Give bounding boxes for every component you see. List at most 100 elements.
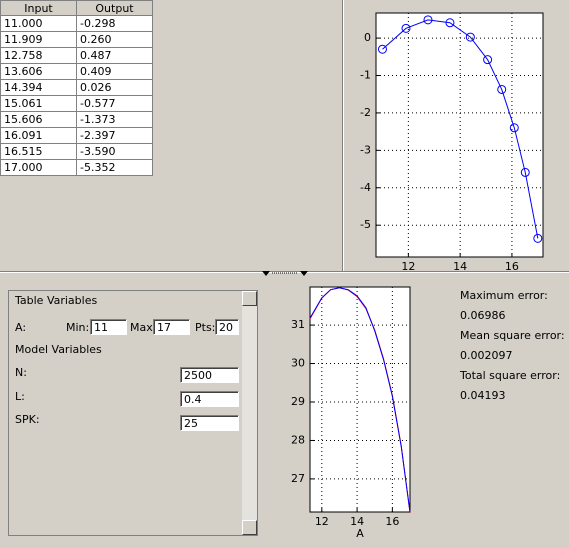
section-title: Model Variables: [15, 343, 102, 356]
x-tick-label: 16: [385, 515, 399, 528]
plot-area: [310, 287, 410, 512]
l-input[interactable]: 0.4: [180, 391, 239, 407]
x-axis-label: A: [356, 527, 364, 540]
y-tick-label: -2: [360, 106, 371, 119]
table-cell: 11.909: [0, 31, 77, 48]
data-point: [533, 233, 543, 243]
table-cell: -1.373: [76, 111, 153, 128]
table-cell: 13.606: [0, 63, 77, 80]
data-line: [382, 19, 539, 239]
y-tick-label: 28: [291, 433, 305, 446]
table-cell: 11.000: [0, 15, 77, 32]
table-row: 15.606 -1.373: [0, 111, 153, 128]
data-point: [377, 44, 387, 54]
label: SPK:: [15, 413, 40, 426]
y-tick-label: 30: [291, 357, 305, 370]
x-tick-label: 12: [401, 260, 415, 272]
spk-input[interactable]: 25: [180, 415, 239, 431]
axes-box: [375, 12, 544, 258]
table-cell: 17.000: [0, 159, 77, 176]
data-point: [401, 23, 411, 33]
y-tick-label: 29: [291, 395, 305, 408]
data-point: [483, 55, 493, 65]
x-tick-label: 16: [505, 260, 519, 272]
y-tick-label: 0: [364, 31, 371, 44]
data-point: [465, 32, 475, 42]
label: L:: [15, 390, 25, 403]
separator: [0, 271, 569, 272]
separator: [343, 0, 344, 272]
error-label: Mean square error:: [460, 329, 565, 342]
scroll-up[interactable]: [242, 291, 257, 306]
table-row: 11.000 -0.298: [0, 15, 153, 32]
error-value: 0.04193: [460, 389, 506, 402]
data-line: [309, 287, 411, 513]
table-row: 13.606 0.409: [0, 63, 153, 80]
error-value: 0.002097: [460, 349, 513, 362]
variables-panel: [8, 290, 258, 536]
table-cell: -0.577: [76, 95, 153, 112]
column-header: Input: [0, 0, 77, 16]
label: N:: [15, 366, 27, 379]
axes-box: [309, 286, 411, 513]
section-title: Table Variables: [15, 294, 98, 307]
plot-area: [376, 13, 543, 257]
x-tick-label: 14: [453, 260, 467, 272]
table-cell: 14.394: [0, 79, 77, 96]
error-label: Maximum error:: [460, 289, 548, 302]
table-row: 16.515 -3.590: [0, 143, 153, 160]
table-cell: -3.590: [76, 143, 153, 160]
column-header: Output: [76, 0, 153, 16]
label: Max:: [130, 321, 157, 334]
scroll-down[interactable]: [242, 520, 257, 535]
data-point: [509, 123, 519, 133]
n-input[interactable]: 2500: [180, 367, 239, 383]
table-cell: 0.409: [76, 63, 153, 80]
y-tick-label: -1: [360, 68, 371, 81]
table-row: 17.000 -5.352: [0, 159, 153, 176]
table-cell: 0.026: [76, 79, 153, 96]
table-cell: -5.352: [76, 159, 153, 176]
error-label: Total square error:: [460, 369, 561, 382]
table-cell: 16.515: [0, 143, 77, 160]
y-tick-label: -3: [360, 143, 371, 156]
table-cell: 12.758: [0, 47, 77, 64]
error-value: 0.06986: [460, 309, 506, 322]
table-cell: 0.260: [76, 31, 153, 48]
table-row: 16.091 -2.397: [0, 127, 153, 144]
separator: [342, 0, 343, 272]
data-point: [497, 84, 507, 94]
table-cell: 16.091: [0, 127, 77, 144]
splitter-handle[interactable]: [260, 268, 310, 278]
x-tick-label: 12: [315, 515, 329, 528]
table-cell: -2.397: [76, 127, 153, 144]
y-tick-label: -5: [360, 218, 371, 231]
pts-input[interactable]: 20: [215, 319, 239, 335]
label: Min:: [66, 321, 90, 334]
table-cell: 15.606: [0, 111, 77, 128]
max-input[interactable]: 17: [153, 319, 190, 335]
data-point: [445, 18, 455, 28]
label: A:: [15, 321, 27, 334]
table-cell: 15.061: [0, 95, 77, 112]
table-cell: -0.298: [76, 15, 153, 32]
table-row: 11.909 0.260: [0, 31, 153, 48]
y-tick-label: 27: [291, 472, 305, 485]
label: Pts:: [195, 321, 216, 334]
data-point: [520, 167, 530, 177]
table-row: 14.394 0.026: [0, 79, 153, 96]
y-tick-label: 31: [291, 318, 305, 331]
error-summary: Maximum error: 0.06986 Mean square error: 0…: [460, 290, 565, 410]
data-point: [423, 15, 433, 25]
plot: 12 14 16 27 28 29 30 31 A: [291, 286, 411, 540]
y-tick-label: -4: [360, 181, 371, 194]
table-cell: 0.487: [76, 47, 153, 64]
table-row: 15.061 -0.577: [0, 95, 153, 112]
x-tick-label: 14: [350, 515, 364, 528]
scrollbar[interactable]: [242, 291, 257, 535]
table-row: 12.758 0.487: [0, 47, 153, 64]
min-input[interactable]: 11: [90, 319, 127, 335]
data-table: Input Output 11.000 -0.298 11.909 0.260 12.75…: [0, 0, 153, 176]
